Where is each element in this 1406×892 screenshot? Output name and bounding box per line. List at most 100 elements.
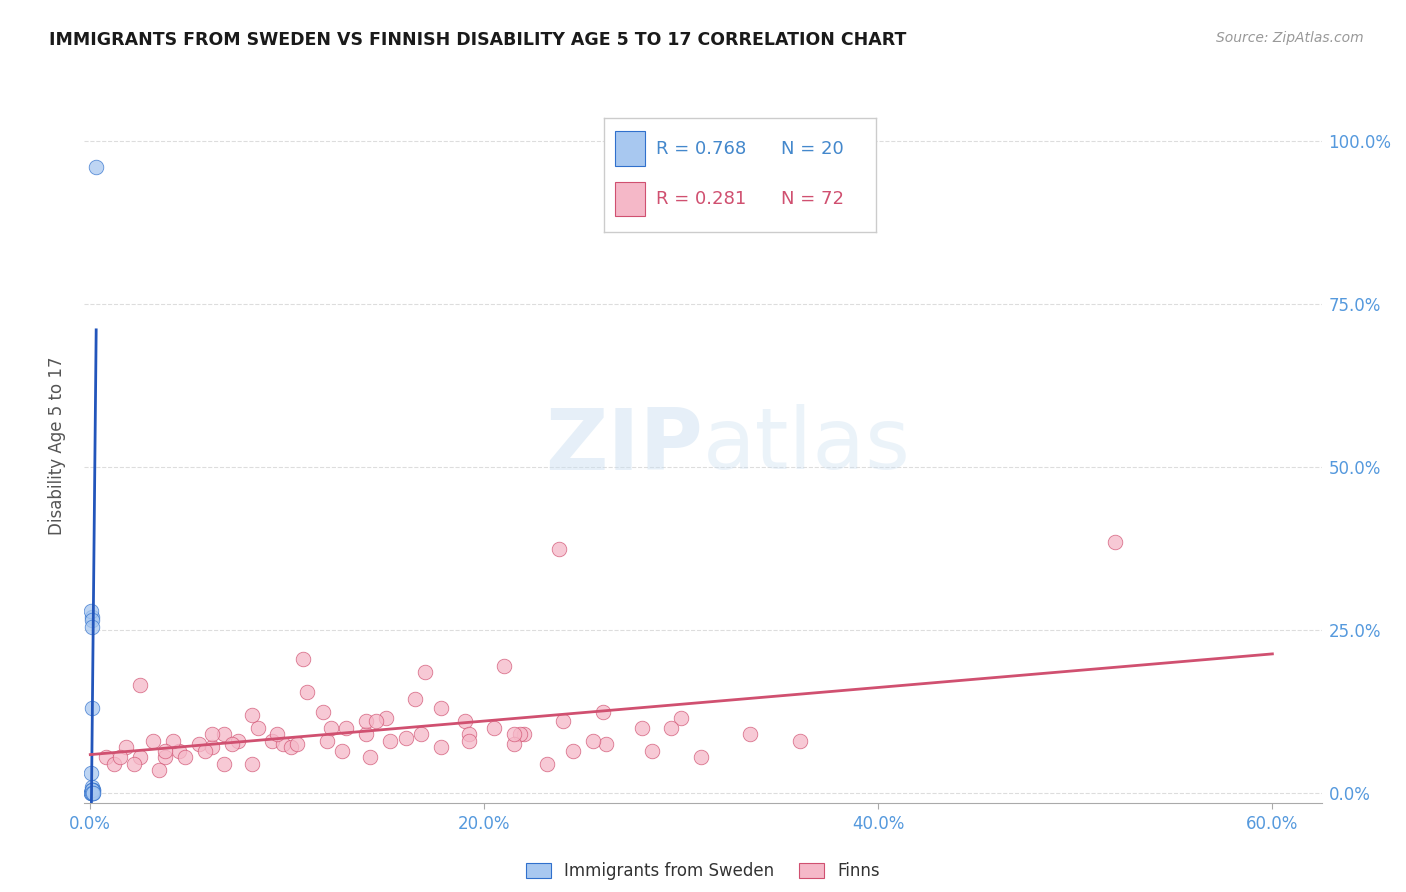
Point: [482, 721, 505, 735]
Point: [359, 750, 381, 764]
Point: [82, 610, 104, 624]
Bar: [614, 131, 645, 166]
Point: [364, 714, 387, 729]
Point: [80, 782, 103, 797]
Point: [221, 737, 243, 751]
Point: [167, 744, 190, 758]
Y-axis label: Disability Age 5 to 17: Disability Age 5 to 17: [48, 357, 66, 535]
Point: [82, 620, 104, 634]
Point: [378, 734, 401, 748]
Point: [631, 721, 654, 735]
Point: [82, 786, 104, 800]
Point: [82, 786, 104, 800]
Point: [122, 756, 145, 771]
Point: [509, 727, 531, 741]
Point: [273, 737, 295, 751]
Text: N = 72: N = 72: [780, 190, 844, 208]
Point: [335, 721, 357, 735]
Point: [226, 734, 249, 748]
Point: [562, 744, 585, 758]
Text: N = 20: N = 20: [780, 139, 844, 158]
Point: [82, 786, 104, 800]
Point: [103, 756, 125, 771]
Point: [582, 734, 605, 748]
Text: Source: ZipAtlas.com: Source: ZipAtlas.com: [1216, 31, 1364, 45]
Point: [82, 782, 104, 797]
Point: [153, 750, 176, 764]
Point: [201, 740, 224, 755]
Point: [240, 756, 263, 771]
Point: [374, 711, 396, 725]
Point: [266, 727, 288, 741]
Point: [292, 652, 315, 666]
Point: [82, 782, 104, 797]
Point: [162, 734, 184, 748]
Point: [80, 786, 103, 800]
Point: [536, 756, 558, 771]
Point: [80, 701, 103, 715]
Text: atlas: atlas: [703, 404, 911, 488]
Point: [94, 750, 117, 764]
Point: [512, 727, 534, 741]
Point: [315, 734, 337, 748]
Point: [592, 705, 614, 719]
Point: [128, 750, 150, 764]
Point: [80, 782, 103, 797]
Point: [280, 740, 302, 755]
Point: [457, 734, 479, 748]
Point: [430, 701, 453, 715]
Point: [80, 613, 103, 627]
Point: [82, 786, 104, 800]
Point: [246, 721, 269, 735]
Legend: Immigrants from Sweden, Finns: Immigrants from Sweden, Finns: [526, 862, 880, 880]
Point: [641, 744, 664, 758]
Text: R = 0.768: R = 0.768: [655, 139, 747, 158]
Point: [80, 780, 103, 794]
Point: [295, 685, 318, 699]
Point: [201, 727, 224, 741]
Point: [413, 665, 436, 680]
Point: [187, 737, 209, 751]
Point: [84, 161, 107, 175]
Point: [80, 603, 103, 617]
Point: [240, 707, 263, 722]
Point: [319, 721, 342, 735]
Text: IMMIGRANTS FROM SWEDEN VS FINNISH DISABILITY AGE 5 TO 17 CORRELATION CHART: IMMIGRANTS FROM SWEDEN VS FINNISH DISABI…: [49, 31, 907, 49]
Point: [212, 756, 235, 771]
Point: [740, 727, 762, 741]
Point: [80, 766, 103, 780]
Point: [173, 750, 195, 764]
Point: [595, 737, 617, 751]
Point: [128, 678, 150, 692]
Point: [148, 763, 170, 777]
Point: [394, 731, 416, 745]
Point: [789, 734, 811, 748]
Point: [690, 750, 713, 764]
Point: [502, 737, 524, 751]
Point: [671, 711, 693, 725]
Point: [661, 721, 683, 735]
Point: [80, 786, 103, 800]
Point: [453, 714, 475, 729]
Point: [548, 541, 571, 556]
Point: [404, 691, 426, 706]
Point: [553, 714, 575, 729]
Point: [332, 744, 354, 758]
Text: R = 0.281: R = 0.281: [655, 190, 747, 208]
Point: [312, 705, 335, 719]
Point: [142, 734, 165, 748]
Point: [82, 782, 104, 797]
Point: [430, 740, 453, 755]
Point: [411, 727, 433, 741]
Point: [457, 727, 479, 741]
Point: [153, 744, 176, 758]
Text: ZIP: ZIP: [546, 404, 703, 488]
Point: [1104, 535, 1126, 549]
Point: [82, 782, 104, 797]
Point: [108, 750, 131, 764]
Point: [354, 727, 377, 741]
Point: [502, 727, 524, 741]
Point: [114, 740, 136, 755]
Point: [193, 744, 215, 758]
Point: [260, 734, 283, 748]
